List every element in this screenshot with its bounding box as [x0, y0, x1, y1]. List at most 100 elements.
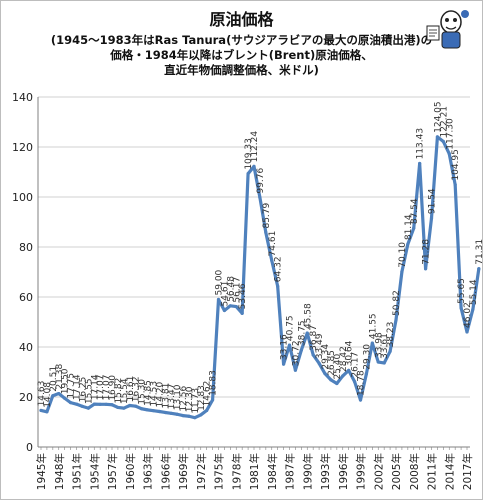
data-point — [110, 403, 114, 407]
data-label: 55.14 — [469, 279, 479, 305]
data-label: 33.49 — [315, 333, 325, 359]
x-tick-label: 1957年 — [106, 453, 119, 490]
data-label: 16.25 — [78, 377, 88, 403]
data-label: 17.14 — [90, 374, 100, 400]
data-label: 122.21 — [439, 106, 449, 138]
data-point — [276, 284, 280, 288]
data-point — [453, 183, 457, 187]
data-label: 71.28 — [422, 239, 432, 265]
data-label: 74.61 — [268, 231, 278, 257]
data-label: 16.61 — [126, 376, 136, 402]
data-label: 26.85 — [327, 350, 337, 376]
data-point — [181, 414, 185, 418]
data-point — [311, 353, 315, 357]
data-label: 12.30 — [185, 386, 195, 412]
y-tick-label: 60 — [19, 291, 33, 304]
data-point — [246, 172, 250, 176]
data-point — [423, 267, 428, 271]
data-label: 33.98 — [374, 332, 384, 358]
data-label: 41.55 — [368, 313, 378, 339]
data-point — [281, 362, 286, 366]
data-label: 99.76 — [256, 168, 266, 194]
y-tick-label: 140 — [12, 91, 33, 104]
data-point — [116, 405, 120, 410]
data-label: 59.00 — [215, 269, 225, 295]
data-label: 36.87 — [309, 325, 319, 351]
data-point — [299, 348, 303, 352]
data-point — [471, 307, 475, 311]
data-label: 40.75 — [286, 315, 296, 341]
x-tick-label: 2014年 — [443, 453, 456, 490]
data-point — [352, 379, 357, 384]
data-point — [418, 161, 422, 166]
data-point — [388, 349, 392, 354]
data-label: 113.43 — [416, 128, 426, 160]
data-label: 14.53 — [149, 381, 159, 407]
data-label: 38.23 — [386, 322, 396, 348]
data-label: 104.95 — [451, 149, 461, 181]
data-label: 46.02 — [463, 302, 473, 328]
data-point — [63, 396, 67, 400]
data-label: 91.54 — [428, 188, 438, 214]
data-point — [51, 394, 55, 398]
data-label: 87.54 — [410, 198, 420, 224]
chart-subtitle: (1945～1983年はRas Tanura(サウジアラビアの最大の原油積出港)… — [0, 33, 483, 78]
data-label: 18.78 — [357, 370, 367, 396]
data-label: 14.63 — [37, 381, 47, 407]
y-tick-label: 40 — [19, 341, 33, 354]
data-point — [122, 406, 126, 410]
data-point — [139, 407, 144, 411]
data-label: 29.30 — [362, 344, 372, 370]
data-point — [128, 403, 132, 408]
data-label: 30.72 — [291, 340, 301, 366]
data-point — [329, 378, 333, 382]
x-tick-label: 1978年 — [230, 453, 243, 490]
x-tick-label: 1948年 — [53, 453, 66, 490]
x-tick-label: 2008年 — [408, 453, 421, 490]
x-tick-label: 1960年 — [124, 453, 137, 490]
data-point — [477, 267, 481, 271]
data-label: 17.14 — [73, 374, 83, 400]
x-tick-label: 1972年 — [195, 453, 208, 490]
data-label: 124.05 — [433, 101, 443, 133]
data-point — [376, 360, 380, 364]
data-point — [317, 361, 321, 365]
data-point — [382, 361, 386, 365]
data-label: 30.64 — [345, 340, 355, 366]
data-label: 85.79 — [262, 202, 272, 228]
x-tick-label: 1996年 — [337, 453, 350, 490]
data-label: 15.55 — [84, 378, 94, 404]
data-point — [98, 402, 102, 406]
data-point — [240, 311, 244, 315]
data-point — [228, 304, 232, 308]
data-point — [429, 216, 434, 220]
data-label: 53.46 — [238, 283, 248, 309]
data-point — [86, 406, 90, 410]
chart-title: 原油価格 — [209, 10, 274, 29]
data-point — [210, 398, 215, 402]
data-label: 14.20 — [155, 381, 165, 407]
data-label: 12.56 — [179, 386, 189, 412]
data-point — [459, 306, 463, 310]
data-point — [199, 413, 203, 417]
data-point — [406, 242, 410, 246]
data-point — [68, 401, 73, 405]
data-label: 28.42 — [339, 346, 349, 372]
data-point — [465, 330, 469, 334]
x-tick-label: 1963年 — [142, 453, 155, 490]
data-point — [305, 331, 309, 335]
data-point — [175, 412, 179, 416]
data-label: 13.10 — [173, 384, 183, 410]
data-label: 56.48 — [226, 276, 236, 302]
data-point — [435, 135, 440, 139]
x-tick-label: 1945年 — [35, 453, 48, 490]
data-point — [163, 410, 167, 415]
x-tick-label: 1966年 — [159, 453, 172, 490]
data-label: 20.51 — [49, 366, 59, 392]
data-point — [92, 402, 96, 406]
data-point — [145, 408, 150, 412]
x-tick-label: 2011年 — [426, 453, 439, 490]
subtitle-line-1: (1945～1983年はRas Tanura(サウジアラビアの最大の原油積出港)… — [50, 33, 433, 47]
